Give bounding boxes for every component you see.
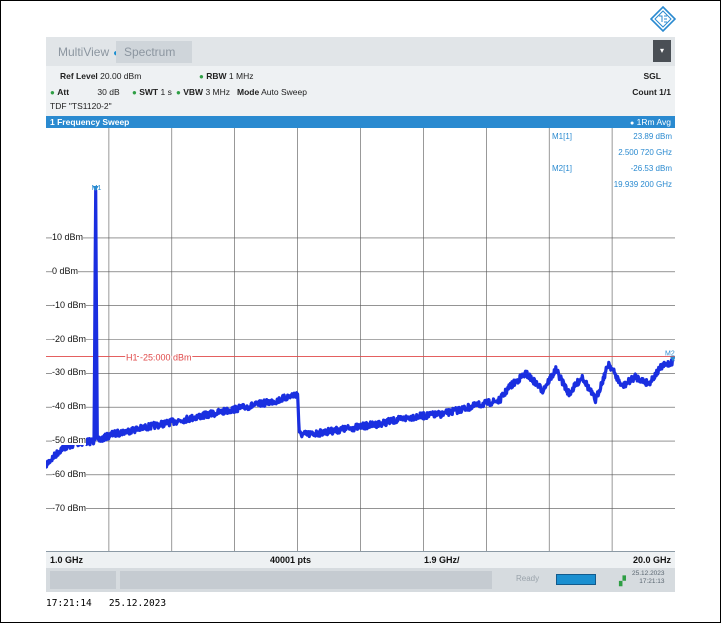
y-tick-label: -30 dBm [52, 367, 87, 378]
vbw[interactable]: ● VBW 3 MHz [176, 87, 230, 97]
footer-timestamp: 17:21:14 25.12.2023 [46, 598, 167, 609]
swt[interactable]: ● SWT 1 s [132, 87, 172, 97]
rbw-label: RBW [206, 71, 227, 81]
y-tick-label: -10 dBm [52, 299, 87, 310]
coupled-dot-icon: ● [199, 72, 204, 81]
marker2-label: M2[1] [552, 164, 573, 173]
tab-spectrum[interactable]: Spectrum [116, 41, 192, 63]
transducer-label: TDF "TS1120-2" [50, 101, 112, 111]
y-tick-label: -60 dBm [52, 468, 87, 479]
marker2-level: -26.53 dBm [630, 164, 672, 173]
x-span-per-div-label: 1.9 GHz/ [424, 555, 460, 565]
y-tick-label: -50 dBm [52, 435, 87, 446]
y-tick-label: 10 dBm [52, 231, 84, 242]
swt-label: SWT [139, 87, 159, 97]
ready-status: Ready [516, 574, 540, 583]
spectrum-plot[interactable]: H1 -25.000 dBm M1 M2 10 dBm 0 dBm -10 dBm -2… [46, 128, 675, 551]
y-tick-label: -70 dBm [52, 502, 87, 513]
trace-1-line [46, 190, 674, 468]
single-sweep-indicator[interactable]: SGL [643, 71, 661, 81]
trace-dot-icon: ● [630, 120, 635, 127]
coupled-dot-icon: ● [176, 88, 181, 97]
coupled-dot-icon: ● [50, 88, 55, 97]
y-tick-label: 0 dBm [52, 265, 79, 276]
ref-level[interactable]: Ref Level 20.00 dBm [60, 71, 141, 81]
rbw-value: 1 MHz [228, 71, 254, 81]
marker-2-icon [669, 356, 675, 362]
trace-label: 1Rm Avg [636, 117, 671, 127]
ref-level-value: 20.00 dBm [100, 71, 142, 81]
window-title-bar[interactable]: 1 Frequency Sweep ● 1Rm Avg [46, 116, 675, 128]
tab-multiview-label: MultiView [58, 45, 110, 59]
marker1-label: M1[1] [552, 132, 573, 141]
analyzer-screen: MultiView● Spectrum ▾ Ref Level 20.00 dB… [46, 37, 675, 592]
mode-label: Mode [237, 87, 260, 97]
marker-1-tag: M1 [92, 185, 102, 192]
sweep-count: Count 1/1 [632, 87, 671, 97]
y-tick-label: -40 dBm [52, 401, 87, 412]
att-label: Att [57, 87, 70, 97]
marker-1-icon [92, 185, 99, 191]
network-icon: ▞ [619, 576, 626, 586]
y-tick-label: -20 dBm [52, 333, 87, 344]
vbw-value: 3 MHz [205, 87, 230, 97]
caret-down-icon: ▾ [659, 46, 664, 55]
sweep-points-label: 40001 pts [270, 555, 312, 565]
sweep-mode[interactable]: Mode Auto Sweep [237, 87, 307, 97]
x-start-label: 1.0 GHz [50, 555, 84, 565]
att[interactable]: ● Att 30 dB [50, 87, 120, 97]
att-value: 30 dB [97, 87, 120, 97]
trace-indicator: ● 1Rm Avg [630, 116, 671, 130]
x-axis-bar: 1.0 GHz 40001 pts 1.9 GHz/ 20.0 GHz [46, 551, 675, 569]
x-stop-label: 20.0 GHz [632, 555, 671, 565]
marker1-frequency: 2.500 720 GHz [618, 148, 672, 157]
mode-value: Auto Sweep [261, 87, 307, 97]
marker1-level: 23.89 dBm [633, 132, 672, 141]
status-bar: Ready ▞ 25.12.2023 17:21:13 [46, 568, 675, 592]
status-segment [120, 571, 492, 589]
swt-value: 1 s [160, 87, 172, 97]
status-datetime: 25.12.2023 17:21:13 [632, 570, 665, 586]
sweep-progress-bar [556, 574, 596, 585]
ref-level-label: Ref Level [60, 71, 98, 81]
menu-button[interactable]: ▾ [653, 40, 671, 62]
marker2-frequency: 19.939 200 GHz [613, 180, 672, 189]
tab-spectrum-label: Spectrum [124, 45, 176, 59]
marker-2-tag: M2 [665, 351, 675, 358]
status-date: 25.12.2023 [632, 570, 665, 577]
limit-line-label: H1 -25.000 dBm [126, 352, 192, 362]
vbw-label: VBW [183, 87, 204, 97]
tab-bar: MultiView● Spectrum ▾ [46, 37, 675, 66]
coupled-dot-icon: ● [132, 88, 137, 97]
spectrum-plot-svg: H1 -25.000 dBm M1 M2 [46, 128, 675, 551]
window-title: 1 Frequency Sweep [50, 117, 130, 127]
rohde-schwarz-logo [650, 6, 676, 32]
status-time: 17:21:13 [639, 578, 665, 585]
rbw[interactable]: ● RBW 1 MHz [199, 71, 253, 81]
status-segment [50, 571, 116, 589]
